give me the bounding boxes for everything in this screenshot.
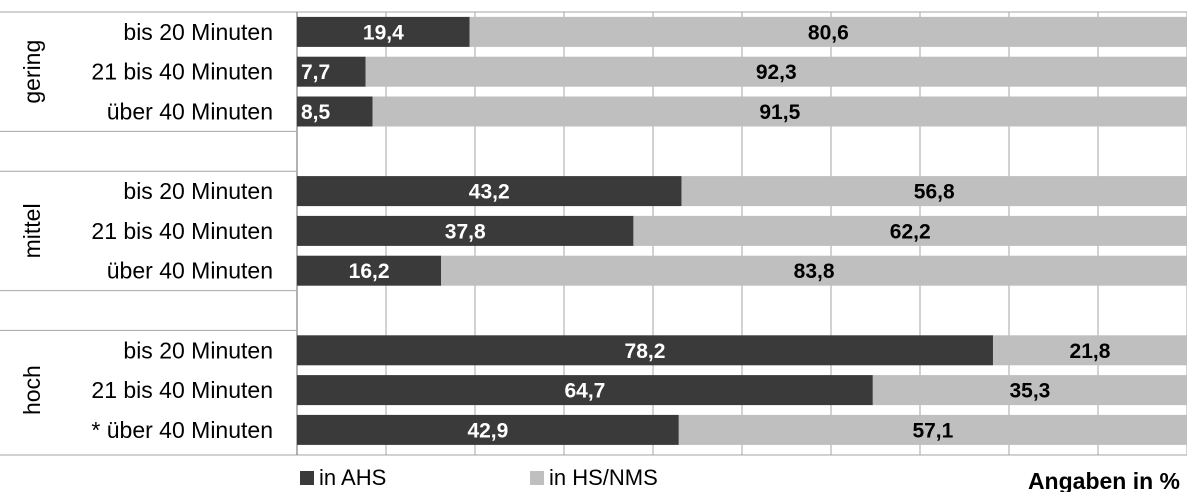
category-label: bis 20 Minuten xyxy=(123,19,273,45)
data-label: 92,3 xyxy=(756,61,797,84)
bar-segment xyxy=(365,56,1187,87)
bar-segment xyxy=(992,335,1187,366)
data-label: 78,2 xyxy=(625,340,666,363)
bar-segment xyxy=(297,255,442,286)
bar-segment xyxy=(297,375,873,406)
category-label: * über 40 Minuten xyxy=(91,417,273,443)
data-label: 91,5 xyxy=(759,101,800,124)
data-label: 43,2 xyxy=(469,181,510,204)
category-label: über 40 Minuten xyxy=(107,99,273,125)
data-label: 64,7 xyxy=(564,380,605,403)
bar-segment xyxy=(297,56,366,87)
data-label: 35,3 xyxy=(1009,380,1050,403)
bar-segment xyxy=(297,414,679,445)
category-label: 21 bis 40 Minuten xyxy=(91,59,273,85)
legend: in AHS in HS/NMS xyxy=(300,465,658,490)
group-label: mittel xyxy=(19,203,45,258)
category-label: über 40 Minuten xyxy=(107,258,273,284)
data-label: 37,8 xyxy=(445,220,486,243)
bar-segment xyxy=(441,255,1187,286)
bar-segment xyxy=(469,16,1187,47)
data-label: 83,8 xyxy=(794,260,835,283)
data-label: 8,5 xyxy=(301,101,331,124)
data-label: 56,8 xyxy=(914,181,955,204)
data-label: 80,6 xyxy=(808,21,849,44)
bar-segment xyxy=(297,96,373,127)
legend-swatch xyxy=(300,471,314,485)
data-label: 62,2 xyxy=(890,220,931,243)
bar-segment xyxy=(678,414,1187,445)
bar-segment xyxy=(681,176,1187,207)
data-label: 42,9 xyxy=(467,419,508,442)
group-label: gering xyxy=(19,40,45,104)
data-label: 7,7 xyxy=(301,61,330,84)
bar-segment xyxy=(297,215,634,246)
category-label: bis 20 Minuten xyxy=(123,337,273,363)
data-label: 16,2 xyxy=(349,260,390,283)
data-label: 21,8 xyxy=(1070,340,1111,363)
units-note: Angaben in % xyxy=(1028,468,1180,492)
legend-label: in HS/NMS xyxy=(549,465,658,490)
category-label: 21 bis 40 Minuten xyxy=(91,377,273,403)
category-label: bis 20 Minuten xyxy=(123,178,273,204)
labels: 19,4 80,6 bis 20 Minuten 7,7 92,3 21 bis 40 M… xyxy=(19,19,1111,443)
data-label: 19,4 xyxy=(363,21,404,44)
bars xyxy=(297,16,1187,445)
bar-segment xyxy=(372,96,1187,127)
legend-label: in AHS xyxy=(319,465,386,490)
bar-segment xyxy=(633,215,1187,246)
group-label: hoch xyxy=(19,365,45,415)
legend-swatch xyxy=(530,471,544,485)
data-label: 57,1 xyxy=(912,419,953,442)
bar-segment xyxy=(872,375,1187,406)
category-label: 21 bis 40 Minuten xyxy=(91,218,273,244)
bar-segment xyxy=(297,16,470,47)
bar-segment xyxy=(297,176,682,207)
bar-segment xyxy=(297,335,993,366)
